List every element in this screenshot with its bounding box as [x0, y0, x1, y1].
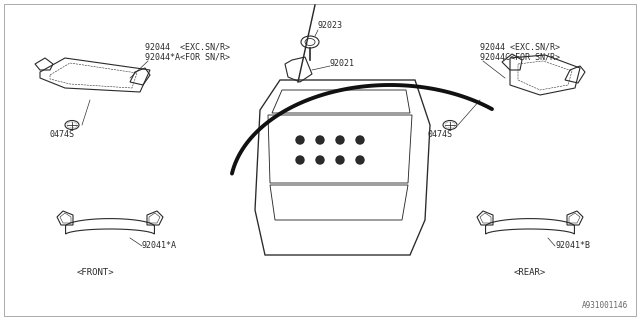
Circle shape	[296, 156, 304, 164]
Text: 92044 <EXC.SN/R>: 92044 <EXC.SN/R>	[480, 43, 560, 52]
Circle shape	[356, 136, 364, 144]
Text: 92044*A<FOR SN/R>: 92044*A<FOR SN/R>	[145, 53, 230, 62]
Circle shape	[336, 156, 344, 164]
Text: 92044  <EXC.SN/R>: 92044 <EXC.SN/R>	[145, 43, 230, 52]
Text: <REAR>: <REAR>	[514, 268, 546, 277]
Circle shape	[296, 136, 304, 144]
Text: 92041*A: 92041*A	[142, 241, 177, 250]
Text: 92044C<FOR SN/R>: 92044C<FOR SN/R>	[480, 53, 560, 62]
Text: 0474S: 0474S	[428, 130, 453, 139]
Text: A931001146: A931001146	[582, 301, 628, 310]
Text: 92041*B: 92041*B	[555, 241, 590, 250]
Circle shape	[316, 156, 324, 164]
Text: 92023: 92023	[318, 21, 343, 30]
Circle shape	[336, 136, 344, 144]
Circle shape	[356, 156, 364, 164]
Text: 92021: 92021	[330, 59, 355, 68]
Text: <FRONT>: <FRONT>	[76, 268, 114, 277]
Circle shape	[316, 136, 324, 144]
Text: 0474S: 0474S	[50, 130, 75, 139]
